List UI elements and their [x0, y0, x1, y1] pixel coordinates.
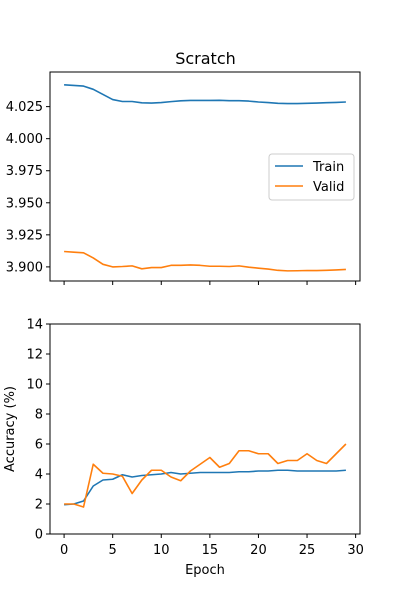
x-tick-label: 10	[153, 543, 170, 558]
y-tick-label: 3.975	[6, 164, 43, 179]
y-tick-label: 6	[35, 438, 43, 453]
plot-frame	[49, 323, 361, 535]
loss-chart: Scratch 3.900 3.925 3.950 3.975 4.000 4.025 T…	[6, 49, 361, 285]
plot-frame	[49, 71, 361, 282]
x-tick-label: 15	[202, 543, 219, 558]
x-tick-label: 25	[299, 543, 316, 558]
legend-label-train: Train	[312, 160, 344, 175]
legend-label-valid: Valid	[313, 180, 344, 195]
y-tick-label: 4.025	[6, 100, 43, 115]
series-line-valid	[64, 443, 347, 508]
y-tick-label: 0	[35, 528, 43, 543]
x-tick-label: 30	[347, 543, 364, 558]
y-tick-label: 10	[26, 378, 43, 393]
y-tick-label: 4.000	[6, 132, 43, 147]
y-tick-label: 3.925	[6, 228, 43, 243]
y-tick-label: 8	[35, 408, 43, 423]
axes-ticks: 0 5 10 15 20 25 30 0 2 4 6 8 10 12 14	[26, 318, 363, 559]
chart-title: Scratch	[175, 49, 236, 68]
y-tick-label: 3.950	[6, 196, 43, 211]
series-lines	[64, 443, 347, 508]
axes-ticks: 3.900 3.925 3.950 3.975 4.000 4.025	[6, 100, 357, 285]
accuracy-chart: 0 5 10 15 20 25 30 0 2 4 6 8 10 12 14 Epoch Accuracy (…	[3, 318, 364, 579]
x-tick-label: 20	[250, 543, 267, 558]
series-line-train	[64, 84, 346, 105]
x-tick-label: 5	[109, 543, 117, 558]
y-tick-label: 14	[26, 318, 43, 333]
x-axis-label: Epoch	[185, 563, 225, 578]
y-tick-label: 3.900	[6, 260, 43, 275]
series-lines	[64, 84, 346, 272]
series-line-train	[64, 469, 346, 506]
y-tick-label: 4	[35, 468, 43, 483]
x-tick-label: 0	[60, 543, 68, 558]
y-axis-label: Accuracy (%)	[3, 386, 18, 472]
y-tick-label: 12	[26, 348, 43, 363]
legend: Train Valid	[268, 153, 355, 201]
series-line-valid	[64, 250, 346, 272]
y-tick-label: 2	[35, 498, 43, 513]
